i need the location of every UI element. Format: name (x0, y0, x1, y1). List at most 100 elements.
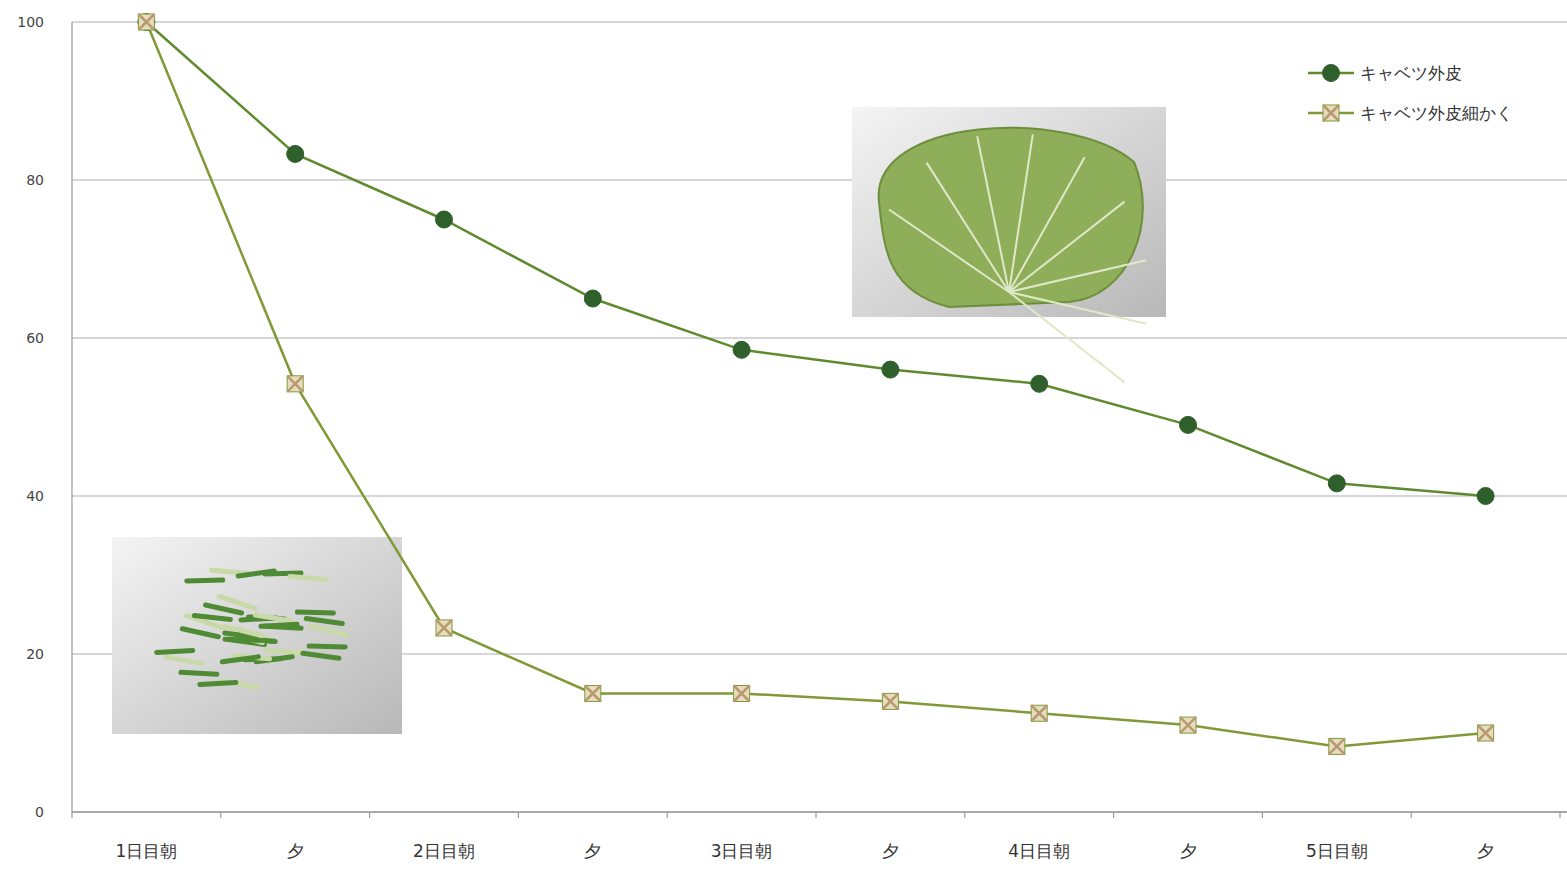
shred (206, 605, 242, 613)
shred (306, 619, 342, 624)
shred (297, 612, 333, 613)
photo-bg (852, 107, 1166, 317)
x-tick-label: 5日目朝 (1306, 841, 1368, 861)
leaf-vein (1009, 260, 1146, 292)
leaf-vein (889, 210, 1009, 292)
data-point (1180, 416, 1197, 433)
x-tick-label: 3日目朝 (711, 841, 773, 861)
shred (239, 638, 275, 642)
legend-marker (1323, 105, 1339, 121)
legend-label: キャベツ外皮細かく (1360, 103, 1513, 123)
series-line (146, 22, 1485, 746)
marker-box (1323, 105, 1339, 121)
data-point (733, 341, 750, 358)
x-tick (1559, 812, 1560, 818)
x-tick-label: 1日目朝 (115, 841, 177, 861)
x-tick (667, 812, 668, 818)
y-tick-label: 60 (26, 330, 44, 346)
shred (290, 576, 326, 579)
data-point (882, 693, 898, 709)
shred (265, 626, 301, 628)
marker-box (436, 620, 452, 636)
y-tick-label: 20 (26, 646, 44, 662)
data-point (734, 686, 750, 702)
marker-circle (436, 211, 453, 228)
marker-x (1180, 717, 1196, 733)
shred (303, 653, 339, 658)
grid-line (72, 21, 1567, 23)
marker-x (1329, 738, 1345, 754)
grid-line (72, 495, 1567, 497)
x-tick-label: 夕 (1477, 841, 1494, 861)
data-point (882, 361, 899, 378)
x-axis (72, 811, 1567, 813)
marker-x (734, 686, 750, 702)
leaf-vein (977, 136, 1009, 292)
data-point (1180, 717, 1196, 733)
legend-marker (1323, 65, 1340, 82)
data-point (436, 620, 452, 636)
shred (222, 657, 258, 662)
marker-box (138, 14, 154, 30)
series-line (146, 22, 1485, 496)
shred (219, 596, 255, 608)
marker-x (287, 376, 303, 392)
photo (112, 537, 402, 734)
grid-line (72, 337, 1567, 339)
data-point (287, 145, 304, 162)
x-tick (220, 812, 221, 818)
marker-box (287, 376, 303, 392)
shred (166, 657, 202, 663)
x-tick-label: 夕 (1180, 841, 1197, 861)
data-point (1328, 475, 1345, 492)
marker-x (1031, 705, 1047, 721)
photo (852, 107, 1166, 382)
y-tick-label: 0 (35, 804, 44, 820)
marker-box (1329, 738, 1345, 754)
shred (265, 573, 301, 574)
photo-bg (112, 537, 402, 734)
data-point (1031, 705, 1047, 721)
marker-circle (584, 290, 601, 307)
marker-circle (1031, 375, 1048, 392)
data-point (287, 376, 303, 392)
data-point (584, 290, 601, 307)
x-tick-label: 2日目朝 (413, 841, 475, 861)
leaf-vein (1009, 292, 1125, 382)
grid-line (72, 179, 1567, 181)
x-tick (815, 812, 816, 818)
leaf-vein (1009, 157, 1085, 292)
legend-label: キャベツ外皮 (1360, 63, 1462, 83)
y-axis (71, 22, 72, 812)
shred (194, 615, 230, 619)
leaf (879, 128, 1143, 307)
x-tick (369, 812, 370, 818)
shred (255, 615, 291, 621)
marker-x (1478, 725, 1494, 741)
marker-circle (1477, 488, 1494, 505)
data-point (436, 211, 453, 228)
y-tick-label: 40 (26, 488, 44, 504)
marker-x (882, 693, 898, 709)
x-tick (1262, 812, 1263, 818)
marker-box (585, 686, 601, 702)
shred (181, 672, 217, 674)
marker-x (436, 620, 452, 636)
data-point (138, 14, 155, 31)
y-tick-label: 80 (26, 172, 44, 188)
x-tick-label: 夕 (882, 841, 899, 861)
x-tick-label: 夕 (287, 841, 304, 861)
marker-x (1323, 105, 1339, 121)
shred (309, 646, 345, 647)
marker-x (585, 686, 601, 702)
data-point (138, 14, 154, 30)
marker-x (138, 14, 154, 30)
shred (182, 629, 218, 637)
x-tick (71, 812, 72, 818)
marker-circle (1323, 65, 1340, 82)
chart: 0204060801001日目朝夕2日目朝夕3日目朝夕4日目朝夕5日目朝夕キャベ… (0, 0, 1567, 869)
x-tick-label: 夕 (584, 841, 601, 861)
marker-box (882, 693, 898, 709)
data-point (585, 686, 601, 702)
shred (310, 626, 346, 635)
